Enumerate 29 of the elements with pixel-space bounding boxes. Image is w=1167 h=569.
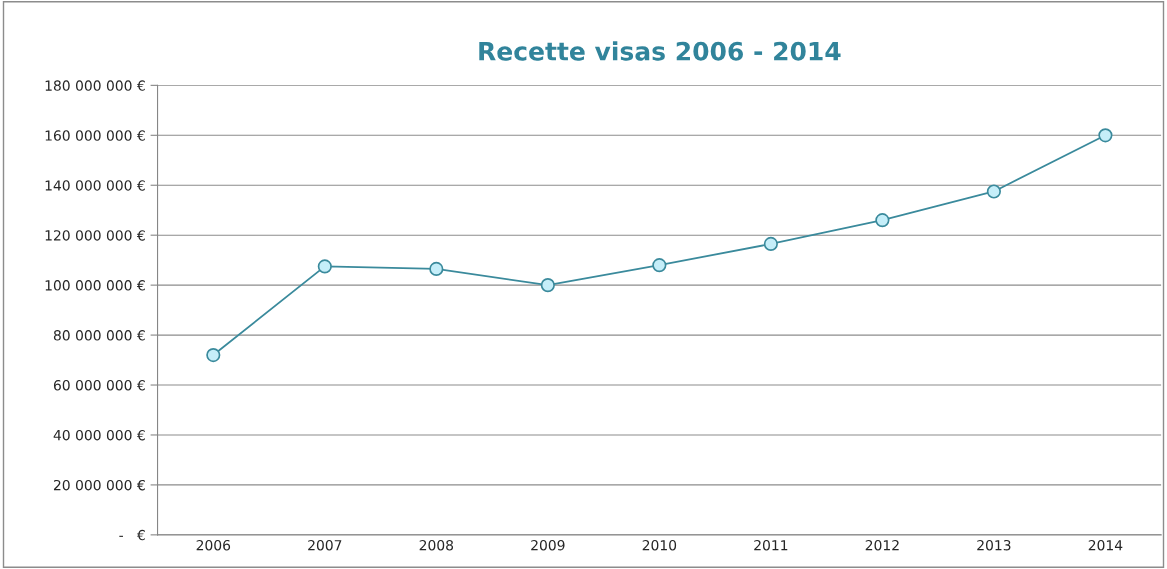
x-tick-label: 2010 bbox=[642, 539, 677, 551]
y-tick-label: 180 000 000 € bbox=[45, 80, 145, 91]
point bbox=[986, 184, 1001, 199]
point bbox=[540, 278, 555, 293]
x-tick-label: 2014 bbox=[1088, 539, 1123, 551]
x-tick-label: 2013 bbox=[977, 539, 1011, 551]
y-tick-label: 80 000 000 € bbox=[53, 330, 145, 341]
x-tick-label: 2011 bbox=[754, 539, 788, 551]
point bbox=[206, 347, 221, 363]
y-tick-label: 20 000 000 € bbox=[53, 479, 145, 491]
x-tick-label: 2008 bbox=[419, 539, 454, 551]
y-tick-label: 60 000 000 € bbox=[53, 379, 145, 391]
x-tick-label: 2009 bbox=[531, 539, 565, 551]
y-tick-label: 160 000 000 € bbox=[45, 130, 145, 141]
x-tick-label: 2007 bbox=[308, 539, 342, 551]
y-tick-label: - € bbox=[119, 529, 145, 541]
y-tick-label: 120 000 000 € bbox=[45, 230, 145, 241]
chart-title: Recette visas 2006 - 2014 bbox=[479, 41, 841, 61]
point bbox=[1098, 128, 1113, 143]
point bbox=[652, 258, 667, 273]
point bbox=[875, 213, 890, 228]
point bbox=[429, 261, 444, 276]
x-tick-label: 2012 bbox=[865, 539, 899, 551]
y-tick-label: 40 000 000 € bbox=[53, 429, 145, 441]
x-tick-label: 2006 bbox=[196, 539, 231, 551]
y-tick-label: 100 000 000 € bbox=[45, 280, 145, 291]
point bbox=[317, 259, 332, 274]
point bbox=[763, 236, 778, 252]
y-tick-label: 140 000 000 € bbox=[45, 180, 145, 191]
